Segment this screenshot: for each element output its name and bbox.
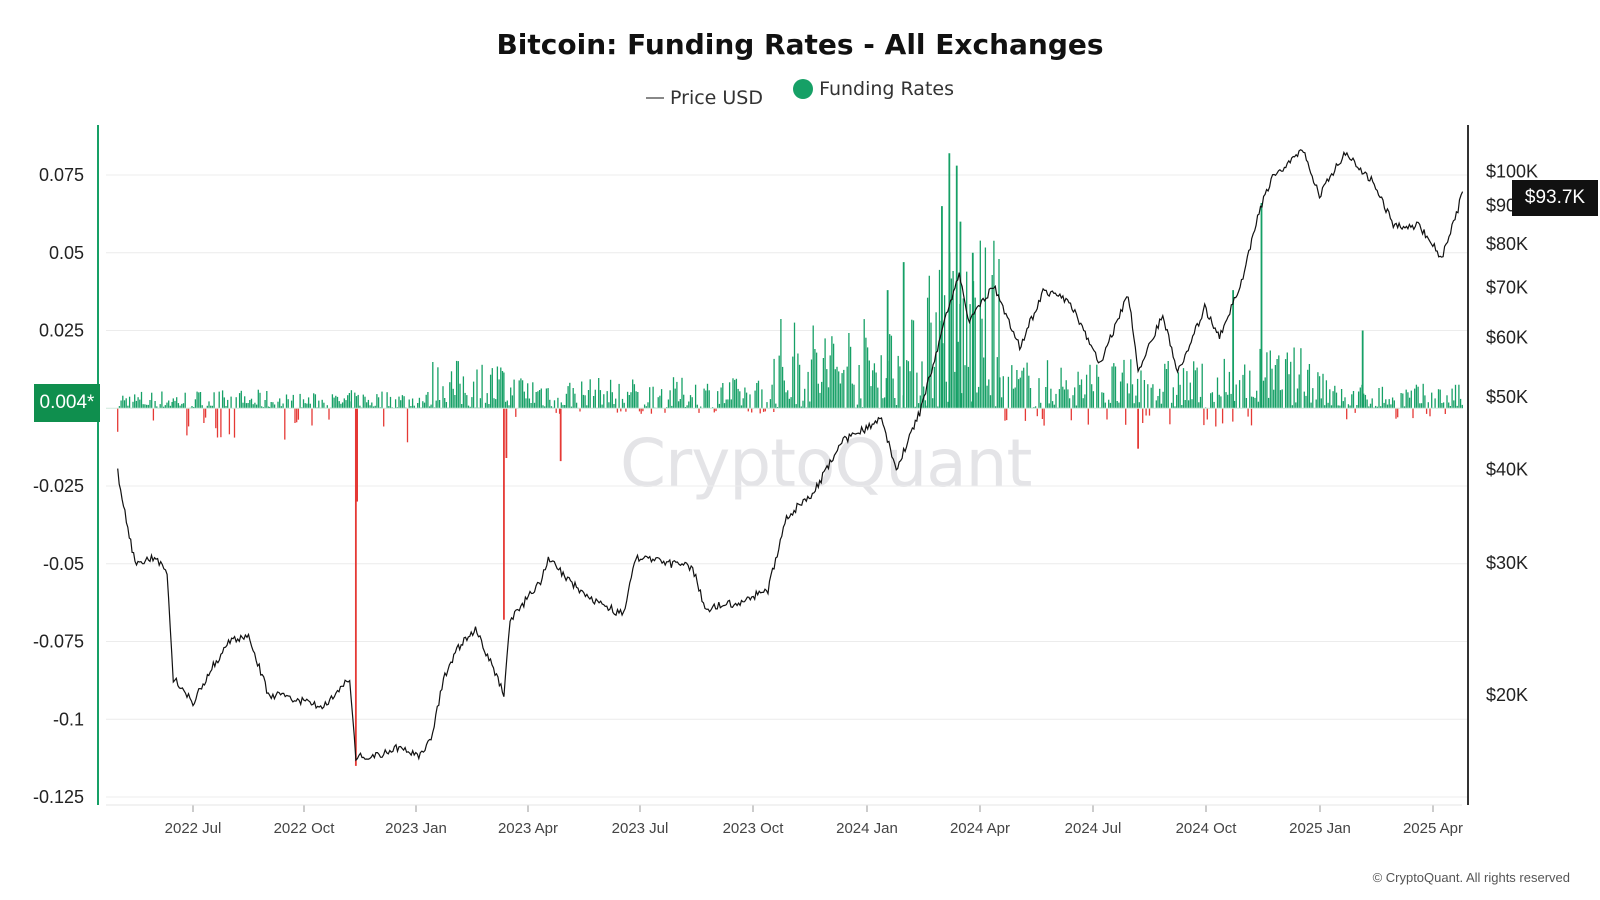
x-tick-label: 2022 Jul — [165, 820, 222, 837]
funding-dot-swatch — [793, 79, 814, 99]
y-left-tick-label: 0.075 — [39, 165, 84, 185]
legend-label-funding: Funding Rates — [819, 78, 954, 100]
price-line-layer — [117, 149, 1464, 762]
price-line-swatch — [646, 97, 665, 99]
y-left-tick-label: -0.075 — [33, 632, 84, 652]
current-price-badge: $93.7K — [1512, 180, 1598, 216]
x-tick-label: 2024 Jan — [836, 820, 898, 837]
x-tick-label: 2024 Oct — [1176, 820, 1238, 837]
y-right-tick-label: $70K — [1486, 277, 1528, 297]
y-right-tick-label: $40K — [1486, 460, 1528, 480]
x-tick-label: 2022 Oct — [274, 820, 336, 837]
y-left-tick-label: -0.125 — [33, 787, 84, 807]
y-left-tick-label: -0.05 — [43, 554, 84, 574]
y-left-tick-label: 0.05 — [49, 243, 84, 263]
y-right-tick-label: $100K — [1486, 161, 1538, 181]
watermark: CryptoQuant — [620, 425, 1032, 502]
y-right-tick-label: $60K — [1486, 328, 1528, 348]
y-right-tick-label: $80K — [1486, 234, 1528, 254]
current-funding-rate-badge: 0.004* — [34, 384, 100, 422]
x-tick-label: 2023 Oct — [723, 820, 785, 837]
x-tick-label: 2025 Apr — [1403, 820, 1463, 837]
y-left-tick-label: -0.1 — [53, 709, 84, 729]
y-right-tick-label: $20K — [1486, 685, 1528, 705]
x-tick-label: 2025 Jan — [1289, 820, 1351, 837]
price-line — [117, 149, 1464, 762]
x-tick-label: 2023 Jul — [612, 820, 669, 837]
x-tick-label: 2024 Jul — [1065, 820, 1122, 837]
axes: 0.0750.050.0250-0.025-0.05-0.075-0.1-0.1… — [33, 125, 1538, 837]
copyright-notice: © CryptoQuant. All rights reserved — [1372, 870, 1570, 885]
legend-item-funding[interactable]: Funding Rates — [793, 78, 954, 100]
gridlines — [106, 174, 1468, 798]
x-tick-label: 2023 Jan — [385, 820, 447, 837]
y-right-tick-label: $50K — [1486, 387, 1528, 407]
y-left-tick-label: 0.025 — [39, 321, 84, 341]
y-right-tick-label: $30K — [1486, 553, 1528, 573]
chart-legend: Price USD Funding Rates — [0, 78, 1600, 109]
chart-title: Bitcoin: Funding Rates - All Exchanges — [496, 28, 1104, 61]
legend-item-price[interactable]: Price USD — [646, 87, 763, 109]
y-left-tick-label: -0.025 — [33, 476, 84, 496]
funding-bars — [106, 153, 1463, 766]
x-tick-label: 2023 Apr — [498, 820, 558, 837]
x-tick-label: 2024 Apr — [950, 820, 1010, 837]
legend-label-price: Price USD — [670, 87, 764, 109]
